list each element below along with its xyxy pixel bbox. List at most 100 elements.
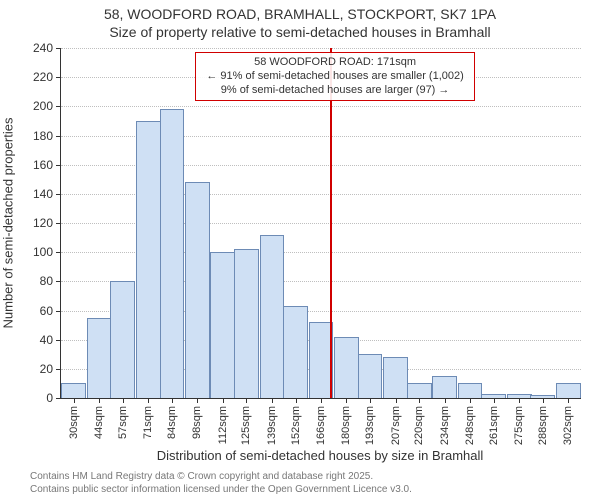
histogram-bar <box>136 121 161 398</box>
y-tick-mark <box>56 340 61 341</box>
x-tick-mark <box>346 398 347 403</box>
y-tick-label: 220 <box>33 70 53 84</box>
histogram-bar <box>283 306 308 398</box>
histogram-bar <box>234 249 259 398</box>
x-tick-mark <box>494 398 495 403</box>
y-tick-mark <box>56 252 61 253</box>
histogram-bar <box>334 337 359 398</box>
x-tick-label: 288sqm <box>537 406 549 445</box>
x-tick-label: 275sqm <box>513 406 525 445</box>
y-tick-label: 240 <box>33 41 53 55</box>
x-tick-label: 98sqm <box>191 406 203 439</box>
y-tick-mark <box>56 194 61 195</box>
x-tick-label: 302sqm <box>562 406 574 445</box>
x-tick-mark <box>197 398 198 403</box>
x-tick-label: 207sqm <box>390 406 402 445</box>
histogram-bar <box>556 383 581 398</box>
histogram-bar <box>383 357 408 398</box>
x-tick-mark <box>470 398 471 403</box>
x-tick-label: 112sqm <box>217 406 229 444</box>
y-tick-label: 200 <box>33 99 53 113</box>
annotation-line: ← 91% of semi-detached houses are smalle… <box>200 70 470 84</box>
y-tick-mark <box>56 281 61 282</box>
x-tick-mark <box>296 398 297 403</box>
y-tick-label: 180 <box>33 129 53 143</box>
x-tick-mark <box>543 398 544 403</box>
y-tick-label: 0 <box>46 391 53 405</box>
y-tick-mark <box>56 398 61 399</box>
x-tick-label: 166sqm <box>315 406 327 445</box>
chart-container: 58, WOODFORD ROAD, BRAMHALL, STOCKPORT, … <box>0 0 600 500</box>
x-tick-label: 152sqm <box>290 406 302 445</box>
x-tick-label: 84sqm <box>166 406 178 439</box>
x-tick-mark <box>246 398 247 403</box>
x-tick-mark <box>223 398 224 403</box>
y-tick-label: 20 <box>40 362 53 376</box>
x-tick-mark <box>370 398 371 403</box>
x-tick-label: 193sqm <box>364 406 376 445</box>
histogram-bar <box>358 354 383 398</box>
footer-line1: Contains HM Land Registry data © Crown c… <box>30 471 412 484</box>
x-tick-label: 139sqm <box>266 406 278 445</box>
y-axis-label: Number of semi-detached properties <box>1 118 16 329</box>
y-tick-mark <box>56 223 61 224</box>
footer-line2: Contains public sector information licen… <box>30 484 412 497</box>
x-tick-mark <box>396 398 397 403</box>
x-tick-label: 234sqm <box>439 406 451 445</box>
y-tick-mark <box>56 48 61 49</box>
y-tick-mark <box>56 77 61 78</box>
x-tick-mark <box>445 398 446 403</box>
y-tick-mark <box>56 165 61 166</box>
plot-area: 02040608010012014016018020022024030sqm44… <box>60 48 581 399</box>
x-tick-label: 220sqm <box>413 406 425 445</box>
footer-attribution: Contains HM Land Registry data © Crown c… <box>30 471 412 496</box>
y-tick-label: 60 <box>40 304 53 318</box>
x-axis-label: Distribution of semi-detached houses by … <box>60 448 580 463</box>
histogram-bar <box>61 383 86 398</box>
histogram-bar <box>458 383 483 398</box>
y-tick-label: 160 <box>33 158 53 172</box>
x-tick-mark <box>519 398 520 403</box>
y-tick-label: 80 <box>40 274 53 288</box>
x-tick-mark <box>568 398 569 403</box>
histogram-bar <box>160 109 185 398</box>
x-tick-label: 30sqm <box>68 406 80 439</box>
histogram-bar <box>432 376 457 398</box>
x-tick-label: 44sqm <box>93 406 105 439</box>
x-tick-mark <box>74 398 75 403</box>
y-tick-label: 100 <box>33 245 53 259</box>
x-tick-mark <box>321 398 322 403</box>
y-tick-mark <box>56 106 61 107</box>
y-tick-mark <box>56 369 61 370</box>
x-tick-label: 125sqm <box>240 406 252 445</box>
annotation-box: 58 WOODFORD ROAD: 171sqm← 91% of semi-de… <box>195 52 475 101</box>
histogram-bar <box>185 182 210 398</box>
annotation-line: 9% of semi-detached houses are larger (9… <box>200 84 470 98</box>
annotation-line: 58 WOODFORD ROAD: 171sqm <box>200 56 470 70</box>
x-tick-mark <box>272 398 273 403</box>
x-tick-mark <box>123 398 124 403</box>
x-tick-label: 71sqm <box>142 406 154 439</box>
x-tick-label: 180sqm <box>340 406 352 445</box>
x-tick-mark <box>148 398 149 403</box>
histogram-bar <box>110 281 135 398</box>
histogram-bar <box>210 252 235 398</box>
y-tick-label: 40 <box>40 333 53 347</box>
y-tick-label: 120 <box>33 216 53 230</box>
grid-line <box>61 106 581 107</box>
grid-line <box>61 48 581 49</box>
x-tick-mark <box>99 398 100 403</box>
x-tick-label: 57sqm <box>117 406 129 439</box>
chart-title-line2: Size of property relative to semi-detach… <box>0 24 600 40</box>
histogram-bar <box>87 318 112 398</box>
x-tick-label: 261sqm <box>488 406 500 445</box>
y-tick-label: 140 <box>33 187 53 201</box>
x-tick-mark <box>172 398 173 403</box>
y-tick-mark <box>56 136 61 137</box>
chart-title-line1: 58, WOODFORD ROAD, BRAMHALL, STOCKPORT, … <box>0 6 600 22</box>
histogram-bar <box>260 235 285 398</box>
histogram-bar <box>407 383 432 398</box>
x-tick-mark <box>419 398 420 403</box>
y-tick-mark <box>56 311 61 312</box>
x-tick-label: 248sqm <box>464 406 476 445</box>
